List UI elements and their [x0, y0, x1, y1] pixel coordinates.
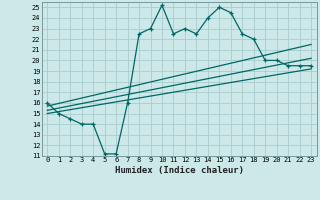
X-axis label: Humidex (Indice chaleur): Humidex (Indice chaleur) [115, 166, 244, 175]
